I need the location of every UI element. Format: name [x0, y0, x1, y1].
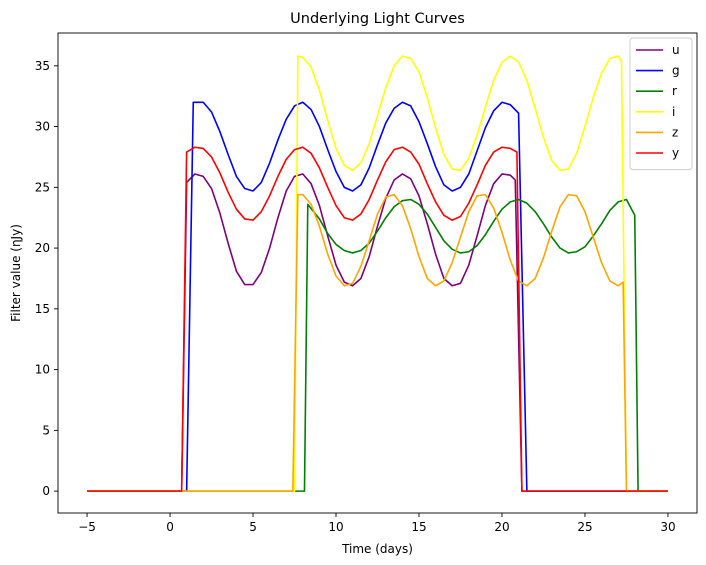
- y-tick-label: 0: [42, 484, 50, 498]
- y-axis-label: Filter value (ηJy): [9, 224, 23, 322]
- legend-label-i: i: [672, 105, 675, 119]
- series-line-r: [87, 198, 668, 492]
- chart-title: Underlying Light Curves: [290, 11, 465, 27]
- x-tick-label: 0: [166, 520, 174, 534]
- y-tick-label: 15: [35, 302, 50, 316]
- legend-label-y: y: [672, 146, 679, 160]
- y-tick-label: 35: [35, 59, 50, 73]
- axes: −5 0 5 10 15 20 25 30 0 5 10 15 20 25 30 35: [35, 32, 698, 534]
- series-line-g: [87, 101, 668, 492]
- series-line-u: [87, 173, 668, 492]
- x-tick-label: 15: [411, 520, 426, 534]
- plot-area: [87, 55, 668, 492]
- series-line-i: [87, 55, 668, 492]
- y-tick-label: 10: [35, 363, 50, 377]
- x-axis-label: Time (days): [341, 542, 413, 556]
- x-tick-label: 10: [328, 520, 343, 534]
- y-tick-label: 25: [35, 180, 50, 194]
- x-tick-label: 25: [577, 520, 592, 534]
- legend-label-u: u: [672, 43, 680, 57]
- plot-frame: [57, 32, 698, 514]
- legend-label-r: r: [672, 84, 677, 98]
- legend-label-z: z: [672, 125, 678, 139]
- series-line-y: [87, 146, 668, 492]
- x-tick-label: 30: [660, 520, 675, 534]
- series-line-z: [87, 193, 668, 492]
- legend-label-g: g: [672, 64, 680, 78]
- x-tick-label: −5: [78, 520, 96, 534]
- x-tick-label: 20: [494, 520, 509, 534]
- legend-box: [629, 37, 693, 171]
- x-tick-label: 5: [249, 520, 257, 534]
- y-tick-label: 20: [35, 241, 50, 255]
- y-tick-label: 30: [35, 120, 50, 134]
- y-tick-label: 5: [42, 423, 50, 437]
